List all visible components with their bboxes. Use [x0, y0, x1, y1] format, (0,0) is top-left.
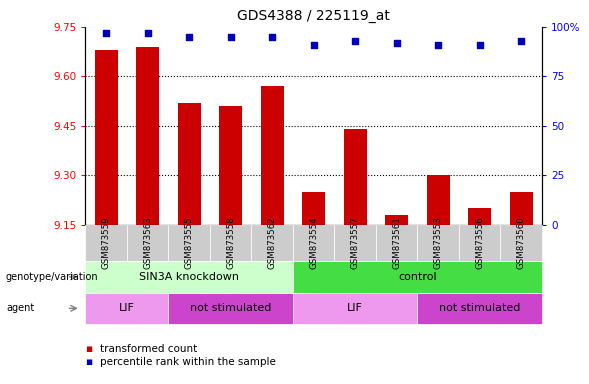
Bar: [219, 106, 242, 225]
Text: GSM873556: GSM873556: [475, 217, 484, 269]
Bar: [426, 175, 449, 225]
Point: [267, 34, 277, 40]
Text: GSM873558: GSM873558: [226, 217, 235, 269]
Point: [350, 38, 360, 44]
Bar: [178, 103, 201, 225]
Text: agent: agent: [6, 303, 34, 313]
Point: [226, 34, 236, 40]
Bar: [302, 192, 325, 225]
Text: genotype/variation: genotype/variation: [6, 272, 98, 282]
Text: GSM873554: GSM873554: [309, 217, 318, 269]
Text: GSM873557: GSM873557: [350, 217, 360, 269]
Text: control: control: [398, 272, 436, 282]
Text: GSM873560: GSM873560: [517, 217, 525, 269]
Text: not stimulated: not stimulated: [190, 303, 272, 313]
Point: [392, 40, 401, 46]
Text: GSM873561: GSM873561: [392, 217, 401, 269]
Bar: [468, 208, 491, 225]
Text: transformed count: transformed count: [100, 344, 197, 354]
Point: [434, 41, 443, 48]
Text: percentile rank within the sample: percentile rank within the sample: [100, 357, 276, 367]
Point: [143, 30, 153, 36]
Text: LIF: LIF: [347, 303, 363, 313]
Text: GSM873555: GSM873555: [184, 217, 194, 269]
Point: [309, 41, 319, 48]
Text: GSM873559: GSM873559: [102, 217, 111, 269]
Text: GSM873553: GSM873553: [434, 217, 443, 269]
Point: [517, 38, 526, 44]
Bar: [136, 47, 159, 225]
Title: GDS4388 / 225119_at: GDS4388 / 225119_at: [237, 9, 390, 23]
Text: GSM873563: GSM873563: [143, 217, 152, 269]
Bar: [344, 129, 366, 225]
Text: ◾: ◾: [85, 344, 92, 354]
Text: SIN3A knockdown: SIN3A knockdown: [139, 272, 239, 282]
Text: not stimulated: not stimulated: [439, 303, 520, 313]
Bar: [509, 192, 532, 225]
Text: GSM873562: GSM873562: [267, 217, 277, 269]
Bar: [261, 86, 283, 225]
Point: [475, 41, 484, 48]
Bar: [95, 50, 118, 225]
Text: LIF: LIF: [119, 303, 135, 313]
Bar: [385, 215, 408, 225]
Text: ◾: ◾: [85, 357, 92, 367]
Point: [101, 30, 111, 36]
Point: [184, 34, 194, 40]
